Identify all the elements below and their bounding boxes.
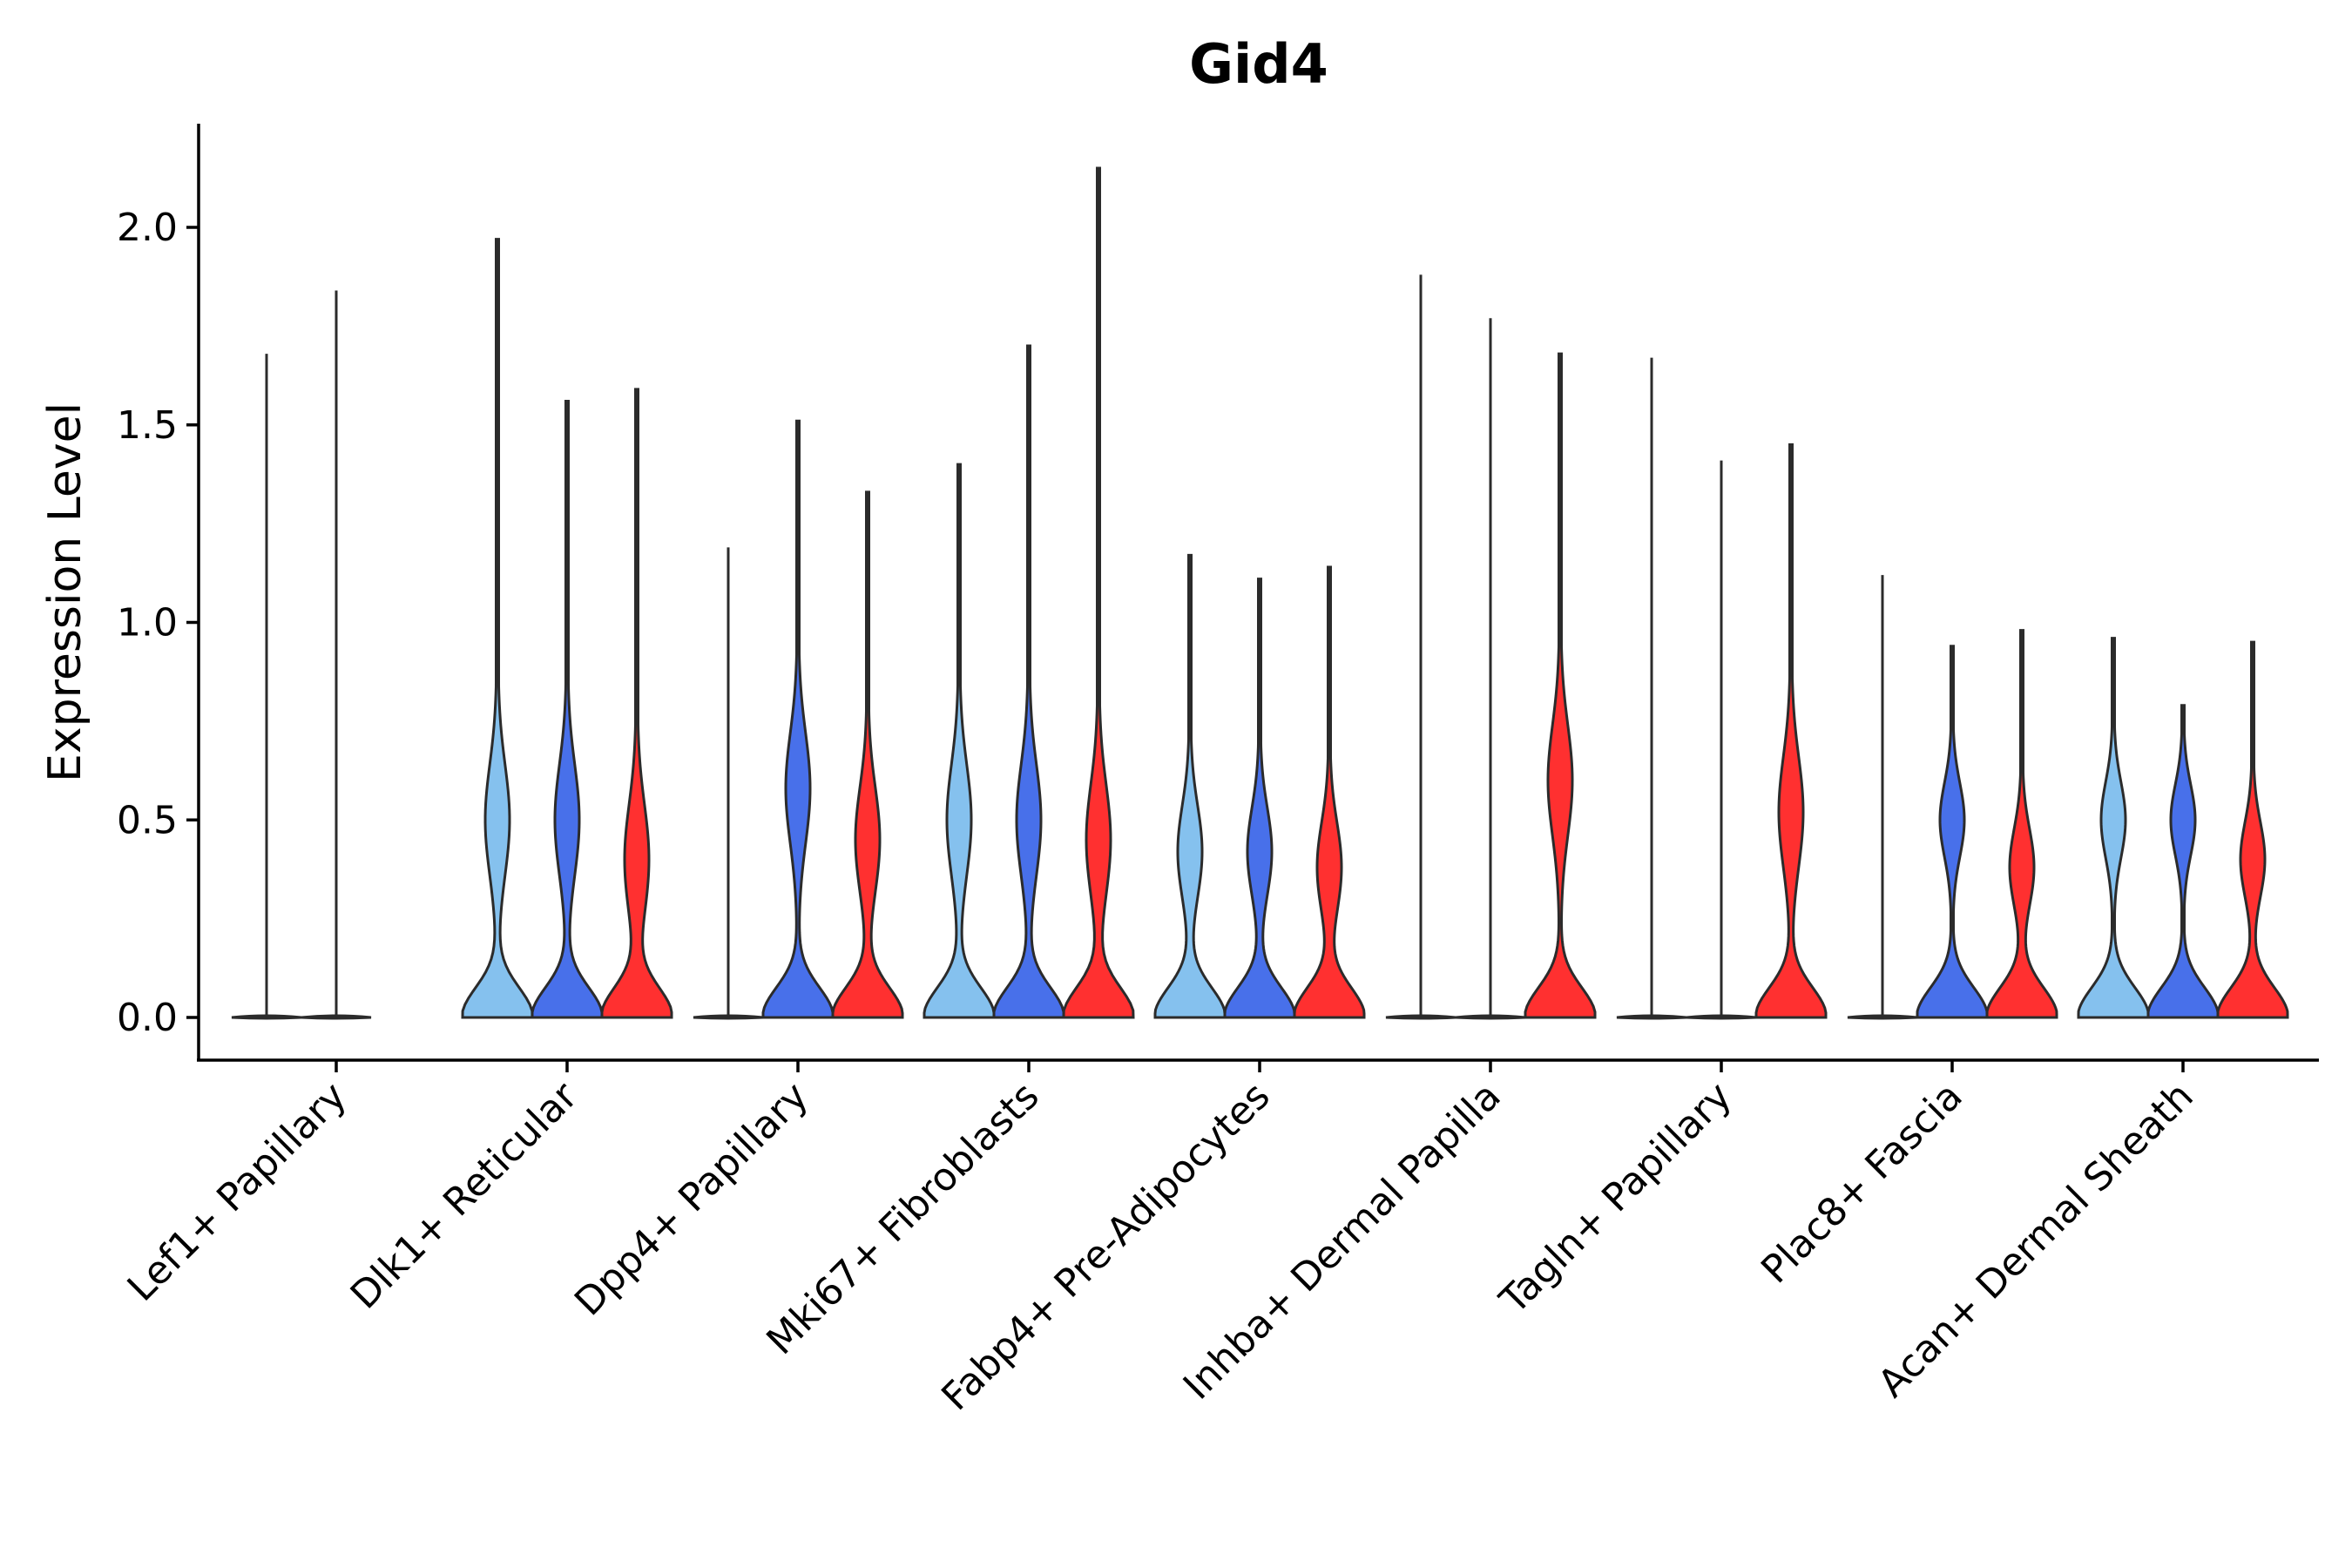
violin-group-3 [600,388,673,1019]
violin-group-1 [1385,274,1456,1020]
violin-body [831,490,904,1019]
violin-body [992,344,1065,1019]
violin-group-2 [531,400,604,1019]
violin-body [1385,1014,1456,1020]
violin-body [1686,1014,1757,1020]
violin-body [461,238,534,1019]
violin-body [1754,443,1828,1019]
y-axis-label: Expression Level [39,402,91,782]
violin-group-2 [1223,578,1296,1019]
violin-group-3 [1754,443,1828,1019]
violin-group-3 [1293,565,1366,1019]
y-tick-label: 1.0 [117,601,178,645]
violin-body [2146,704,2220,1019]
violin-group-2 [1686,460,1757,1020]
violin-body [1616,1014,1687,1020]
violin-group-1 [461,238,534,1019]
violin-body [923,463,996,1019]
violin-group-3 [2216,640,2289,1019]
violin-body [1847,1014,1918,1020]
y-tick-label: 1.5 [117,403,178,448]
violin-layer [231,166,2289,1020]
x-tick-label: Plac8+ Fascia [1753,1074,1971,1293]
violin-body [693,1014,764,1020]
violin-group-2 [1455,318,1526,1020]
violin-group-2 [1916,645,1989,1019]
violin-group-1 [923,463,996,1019]
x-tick-label: Dpp4+ Papillary [566,1074,817,1325]
y-ticks: 0.0 0.5 1.0 1.5 2.0 [117,206,199,1040]
violin-body [301,1014,372,1020]
violin-group-1 [693,547,764,1020]
violin-group-3 [1985,629,2058,1019]
violin-group-3 [831,490,904,1019]
violin-group-1 [2077,637,2150,1019]
violin-body [231,1014,302,1020]
x-tick-label: Tagln+ Papillary [1491,1074,1740,1323]
violin-body [1293,565,1366,1019]
violin-group-1 [231,354,302,1020]
violin-group-3 [1062,166,1135,1019]
violin-group-2 [761,419,835,1019]
violin-group-3 [1524,352,1597,1019]
violin-group-1 [1616,357,1687,1020]
violin-body [531,400,604,1019]
chart-title: Gid4 [1189,32,1328,96]
violin-body [1916,645,1989,1019]
axes [197,124,2319,1062]
violin-body [1455,1014,1526,1020]
x-tick-label: Dlk1+ Reticular [342,1073,587,1318]
violin-body [1223,578,1296,1019]
violin-body [2216,640,2289,1019]
violin-body [600,388,673,1019]
violin-body [1153,553,1227,1019]
violin-body [2077,637,2150,1019]
violin-group-1 [1153,553,1227,1019]
violin-body [761,419,835,1019]
violin-body [1985,629,2058,1019]
y-tick-label: 2.0 [117,206,178,250]
violin-body [1524,352,1597,1019]
violin-group-1 [1847,575,1918,1020]
violin-group-2 [992,344,1065,1019]
y-tick-label: 0.5 [117,798,178,842]
x-tick-label: Lef1+ Papillary [119,1074,355,1310]
violin-group-2 [2146,704,2220,1019]
y-tick-label: 0.0 [117,996,178,1040]
violin-body [1062,166,1135,1019]
violin-group-2 [301,290,372,1020]
